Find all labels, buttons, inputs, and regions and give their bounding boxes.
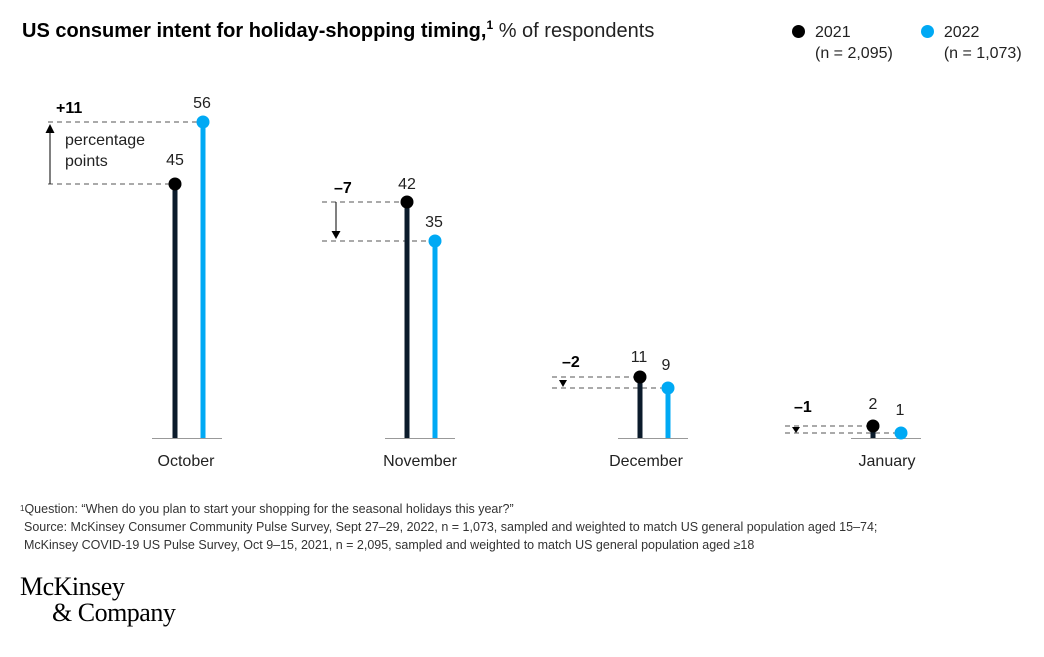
change-october: +11 [56, 100, 82, 117]
change-december: –2 [562, 354, 580, 371]
category-november: November [383, 453, 457, 470]
category-january: January [859, 453, 916, 470]
legend-label: 2021 [815, 24, 851, 41]
value-nov-2022: 35 [425, 214, 443, 231]
title-main: US consumer intent for holiday-shopping … [22, 20, 487, 42]
svg-text:points: points [65, 153, 108, 170]
chart-title: US consumer intent for holiday-shopping … [22, 18, 655, 43]
legend: 2021 (n = 2,095) 2022 (n = 1,073) [792, 22, 1022, 64]
group-january: –1 2 1 January [785, 396, 915, 470]
footnote-source-2: McKinsey COVID-19 US Pulse Survey, Oct 9… [24, 538, 755, 552]
title-subtitle: % of respondents [498, 20, 655, 42]
svg-text:percentage: percentage [65, 132, 145, 149]
value-jan-2022: 1 [896, 402, 905, 419]
mckinsey-logo: McKinsey & Company [20, 572, 176, 627]
footnote: 1Question: “When do you plan to start yo… [20, 502, 878, 552]
legend-item-2021: 2021 (n = 2,095) [792, 22, 893, 64]
legend-label: 2022 [943, 24, 980, 41]
legend-sample: (n = 1,073) [943, 45, 1022, 62]
value-jan-2021: 2 [869, 396, 878, 413]
footnote-source-1: Source: McKinsey Consumer Community Puls… [24, 520, 878, 534]
category-december: December [609, 453, 683, 470]
value-dec-2022: 9 [662, 357, 671, 374]
footnote-question: Question: “When do you plan to start you… [24, 502, 514, 516]
value-oct-2021: 45 [166, 152, 184, 169]
legend-item-2022: 2022 (n = 1,073) [920, 22, 1022, 64]
legend-sample: (n = 2,095) [815, 45, 893, 62]
value-nov-2021: 42 [398, 176, 416, 193]
group-december: –2 11 9 December [552, 349, 684, 470]
change-november: –7 [334, 180, 352, 197]
arrow-down-icon [331, 231, 341, 239]
legend-dot-icon [920, 25, 934, 38]
category-october: October [158, 453, 216, 470]
arrow-down-icon [792, 427, 800, 433]
group-october: +11 percentage points 45 56 October [45, 95, 216, 470]
legend-dot-icon [792, 25, 805, 38]
arrow-up-icon [45, 124, 55, 133]
value-dec-2021: 11 [631, 349, 648, 366]
change-january: –1 [794, 399, 812, 416]
title-footnote-ref: 1 [486, 18, 494, 32]
value-oct-2022: 56 [193, 95, 211, 112]
arrow-down-icon [559, 380, 567, 387]
group-november: –7 42 35 November [322, 176, 458, 470]
